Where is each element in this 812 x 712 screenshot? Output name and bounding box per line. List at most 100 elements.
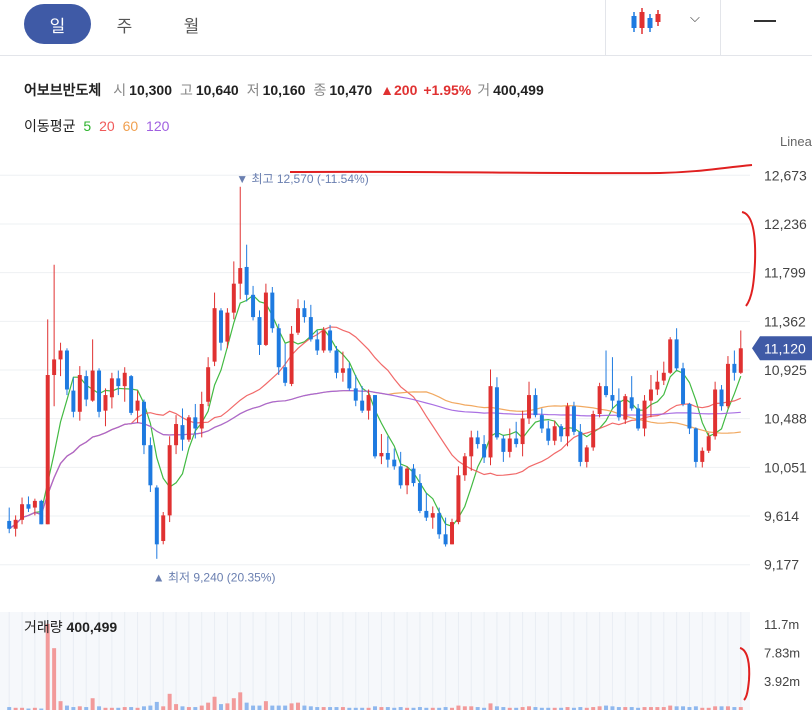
candle-body (661, 372, 666, 381)
current-price-tag (752, 336, 812, 361)
candle (199, 391, 204, 438)
candle (366, 389, 371, 420)
volume-panel-value: 400,499 (67, 619, 118, 635)
candle (738, 330, 743, 374)
candle-body (604, 386, 609, 396)
candle-body (308, 317, 313, 340)
candle-body (135, 400, 140, 411)
candle (417, 474, 422, 514)
volume-bar (154, 701, 159, 710)
volume-bar (514, 707, 519, 710)
candle (482, 435, 487, 464)
candle-body (302, 308, 307, 318)
volume-bar (700, 707, 705, 710)
volume-bar (109, 707, 114, 710)
volume-bar (623, 707, 628, 710)
candle (257, 310, 262, 355)
candle-body (39, 500, 44, 525)
tab-daily[interactable]: 일 (24, 4, 91, 44)
candle (533, 388, 538, 418)
candle (186, 415, 191, 442)
candle (84, 370, 89, 407)
candle (58, 342, 63, 377)
candle (539, 408, 544, 433)
volume-bar (725, 706, 730, 710)
candle-body (507, 438, 512, 452)
volume-bar (218, 704, 223, 710)
candle (636, 403, 641, 431)
candle (20, 497, 25, 525)
volume-bar (77, 706, 82, 710)
candle (174, 415, 179, 455)
menu-icon[interactable] (754, 20, 776, 22)
candle-body (424, 510, 429, 518)
candle-body (64, 350, 69, 390)
candle-body (546, 428, 551, 441)
candle-body (321, 330, 326, 351)
candle-body (443, 534, 448, 545)
candle (616, 388, 621, 421)
candle (623, 393, 628, 425)
volume-bar (713, 706, 718, 710)
volume-bar (655, 707, 660, 710)
volume-bar (97, 706, 102, 710)
volume-bar (668, 705, 673, 710)
volume-bar (180, 706, 185, 710)
volume-bar (26, 708, 31, 710)
volume-bar (411, 707, 416, 710)
volume-bar (90, 698, 95, 710)
volume-bar (693, 706, 698, 710)
candle-body (231, 283, 236, 313)
volume-bar (417, 707, 422, 710)
candle (45, 319, 50, 525)
volume-bar (39, 708, 44, 710)
ma-60-label: 60 (122, 118, 139, 134)
candle (321, 327, 326, 353)
candle-body (494, 387, 499, 438)
candle (161, 512, 166, 545)
candle-body (738, 348, 743, 373)
candle-body (193, 417, 198, 429)
candle (405, 466, 410, 495)
volume-bar (308, 706, 313, 710)
candle-body (199, 403, 204, 429)
candle (648, 375, 653, 418)
scale-mode-label[interactable]: Linea (780, 134, 812, 149)
tab-monthly[interactable]: 월 (183, 16, 200, 36)
candle-body (437, 513, 442, 535)
candle-body (251, 294, 256, 318)
candle (244, 244, 249, 302)
volume-bar (424, 707, 429, 710)
candle (706, 432, 711, 453)
volume-bar (238, 692, 243, 710)
volume-tick-label: 11.7m (764, 617, 799, 632)
volume-bar (546, 707, 551, 710)
candle-body (360, 400, 365, 411)
volume-bar (231, 698, 236, 710)
candle (674, 328, 679, 371)
moving-average-legend[interactable]: 이동평균 5 20 60 120 (24, 116, 173, 136)
open-label: 시 (113, 82, 127, 98)
volume-bar (488, 703, 493, 710)
candle (167, 436, 172, 523)
candle-body (642, 400, 647, 429)
ma-legend-label: 이동평균 (24, 118, 76, 134)
volume-bar (610, 706, 615, 710)
candle (122, 367, 127, 402)
candle (71, 377, 76, 418)
candle (700, 447, 705, 468)
candle-body (257, 317, 262, 345)
chart-type-selector[interactable]: ⌵ (605, 0, 721, 56)
candle-body (706, 436, 711, 451)
candle (610, 357, 615, 409)
volume-bar (475, 707, 480, 710)
candle (520, 410, 525, 457)
candle-body (334, 350, 339, 373)
chevron-down-icon[interactable]: ⌵ (690, 10, 700, 25)
volume-bar (270, 705, 275, 710)
tab-weekly[interactable]: 주 (116, 16, 133, 36)
candle-body (501, 438, 506, 452)
candle (565, 402, 570, 447)
volume-bar (456, 705, 461, 710)
